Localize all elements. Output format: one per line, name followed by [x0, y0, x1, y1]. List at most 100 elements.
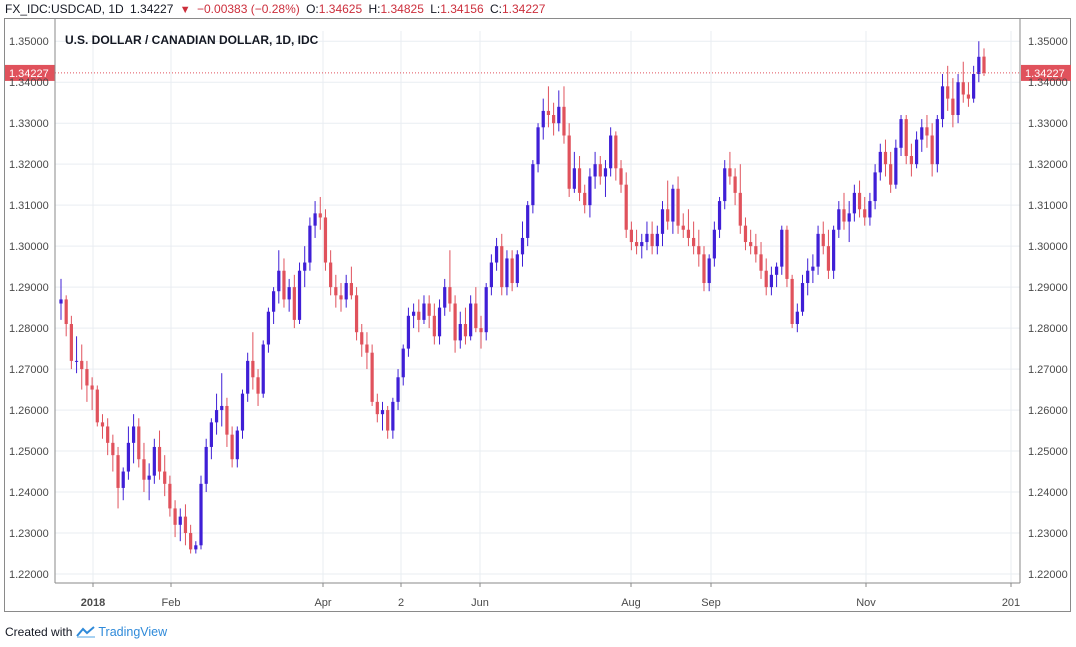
down-triangle-icon: ▼ [179, 4, 191, 16]
candle-body [769, 274, 774, 288]
candle [930, 123, 934, 177]
candle [64, 295, 68, 337]
candle [240, 389, 245, 439]
candle-body [329, 262, 333, 288]
chart-frame[interactable]: 1.34227 1.34227 1.35000 1.35000 1.34000 1.34… [4, 18, 1071, 612]
candle-body [966, 94, 971, 99]
candle [961, 61, 965, 103]
candle [168, 475, 172, 517]
candle-body [603, 168, 608, 177]
candles [59, 41, 986, 554]
candle [857, 180, 862, 218]
candle [318, 196, 322, 230]
candle-body [837, 209, 841, 230]
candle [785, 225, 789, 288]
candle-body [738, 192, 742, 226]
candle [401, 344, 405, 386]
candle-body [774, 266, 779, 275]
candle-body [572, 168, 576, 189]
candle-body [443, 287, 447, 308]
candle [780, 225, 784, 275]
candle [671, 184, 675, 234]
tradingview-label: TradingView [98, 625, 168, 639]
y-tick-label-right: 1.34000 [1028, 77, 1068, 89]
candle-body [754, 246, 758, 255]
candle [69, 315, 73, 370]
candle-body [567, 135, 571, 189]
candle-body [318, 213, 322, 218]
candle-body [380, 410, 385, 415]
candle-body [277, 270, 281, 292]
candle [723, 160, 727, 210]
candle [940, 74, 945, 128]
tradingview-icon [76, 626, 96, 638]
candle [406, 307, 411, 357]
y-tick-label-left: 1.34000 [9, 77, 49, 89]
candle-body [422, 303, 426, 320]
candle-body [157, 446, 162, 472]
candle [526, 201, 530, 247]
candle [749, 229, 753, 255]
candle-body [977, 56, 981, 75]
candle-body [515, 254, 519, 284]
candle-body [956, 82, 960, 116]
price-label-right-bg [1021, 64, 1071, 81]
candle [85, 360, 89, 402]
candle-body [251, 360, 255, 378]
candle [458, 311, 462, 349]
candle-body [697, 246, 701, 255]
high-label: H: [368, 2, 381, 16]
candle [629, 221, 634, 251]
candle-body [733, 176, 737, 193]
chart-title: U.S. DOLLAR / CANADIAN DOLLAR, 1D, IDC [65, 33, 319, 47]
candle-body [360, 332, 364, 345]
y-tick-label-left: 1.30000 [9, 241, 49, 253]
candle-body [707, 258, 711, 284]
candle [152, 438, 156, 484]
candle [873, 164, 877, 210]
y-tick-label-left: 1.26000 [9, 405, 49, 417]
candle-body [225, 405, 229, 435]
candle [80, 344, 84, 390]
candle-body [64, 299, 68, 325]
candle-body [80, 360, 84, 370]
y-tick-label-left: 1.24000 [9, 487, 49, 499]
candle-body [660, 209, 665, 234]
candle [157, 430, 162, 480]
candle-body [349, 283, 353, 296]
candle [832, 225, 836, 279]
candle-body [256, 377, 260, 394]
candle-body [271, 291, 276, 312]
candle [313, 201, 317, 238]
candle-body [816, 233, 820, 267]
candle [707, 254, 711, 292]
low-value: 1.34156 [440, 2, 484, 16]
candle-body [873, 172, 877, 202]
x-tick-label: Apr [314, 597, 331, 609]
price-label-right: 1.34227 [1025, 68, 1065, 80]
candle-body [889, 164, 893, 185]
candle-body [909, 155, 914, 165]
candle-body [681, 225, 685, 230]
candle-body [785, 229, 789, 279]
candle [847, 201, 851, 243]
candle [121, 467, 125, 501]
candle [287, 278, 291, 312]
tradingview-logo[interactable]: TradingView [76, 622, 167, 642]
y-tick-label-left: 1.29000 [9, 282, 49, 294]
candle [914, 131, 919, 169]
candle [650, 221, 654, 255]
candle [510, 250, 514, 292]
candle-body [240, 393, 245, 431]
candle-body [868, 201, 872, 218]
candle-body [759, 254, 763, 271]
candle [609, 127, 613, 177]
candle [889, 151, 893, 193]
close-label: C: [489, 2, 502, 16]
candle [163, 455, 167, 497]
y-tick-label-left: 1.31000 [9, 200, 49, 212]
candle [800, 274, 805, 316]
candle-body [780, 229, 784, 267]
candle-body [764, 270, 768, 288]
